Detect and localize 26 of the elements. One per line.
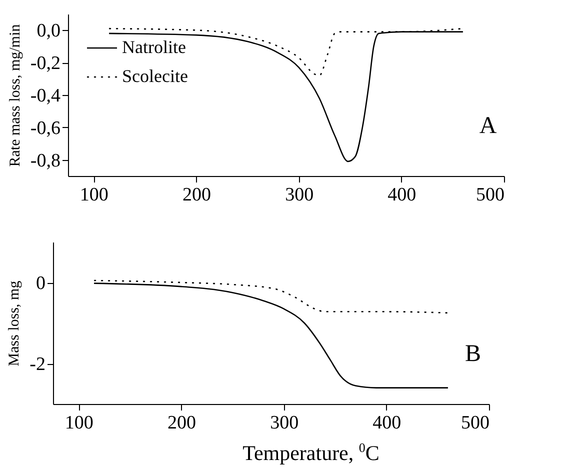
y-tick-label: -2 (30, 354, 46, 375)
y-axis-title: Mass loss, mg (6, 280, 23, 366)
x-tick-label: 400 (388, 184, 416, 206)
y-tick-label: 0,0 (36, 20, 60, 42)
annotation: B (464, 341, 482, 367)
y-tick-label: -0,6 (30, 118, 60, 139)
y-tick-label: 0 (36, 273, 46, 294)
annotation: A (479, 113, 498, 139)
y-tick-label: -0,4 (30, 86, 61, 106)
x-axis-title: Temperature, $^{0}$C (242, 440, 380, 466)
x-tick-label: 100 (80, 184, 108, 206)
y-tick-label: -0,2 (30, 53, 60, 74)
x-tick-label: 400 (372, 412, 402, 434)
x-tick-label: 500 (476, 184, 504, 206)
line-series (108, 31, 464, 162)
line-series (93, 282, 449, 388)
x-tick-label: 100 (64, 412, 94, 434)
x-tick-label: 200 (167, 412, 196, 434)
y-axis-title: Rate mass loss, mg/min (7, 24, 24, 167)
x-tick-label: 200 (182, 184, 211, 206)
legend-label: Scolecite (122, 66, 188, 86)
x-tick-label: 300 (285, 184, 314, 206)
x-tick-label: 300 (270, 412, 299, 434)
y-tick-label: -0,8 (30, 150, 60, 172)
x-tick-label: 500 (461, 412, 490, 434)
legend-label: Natrolite (122, 37, 186, 57)
